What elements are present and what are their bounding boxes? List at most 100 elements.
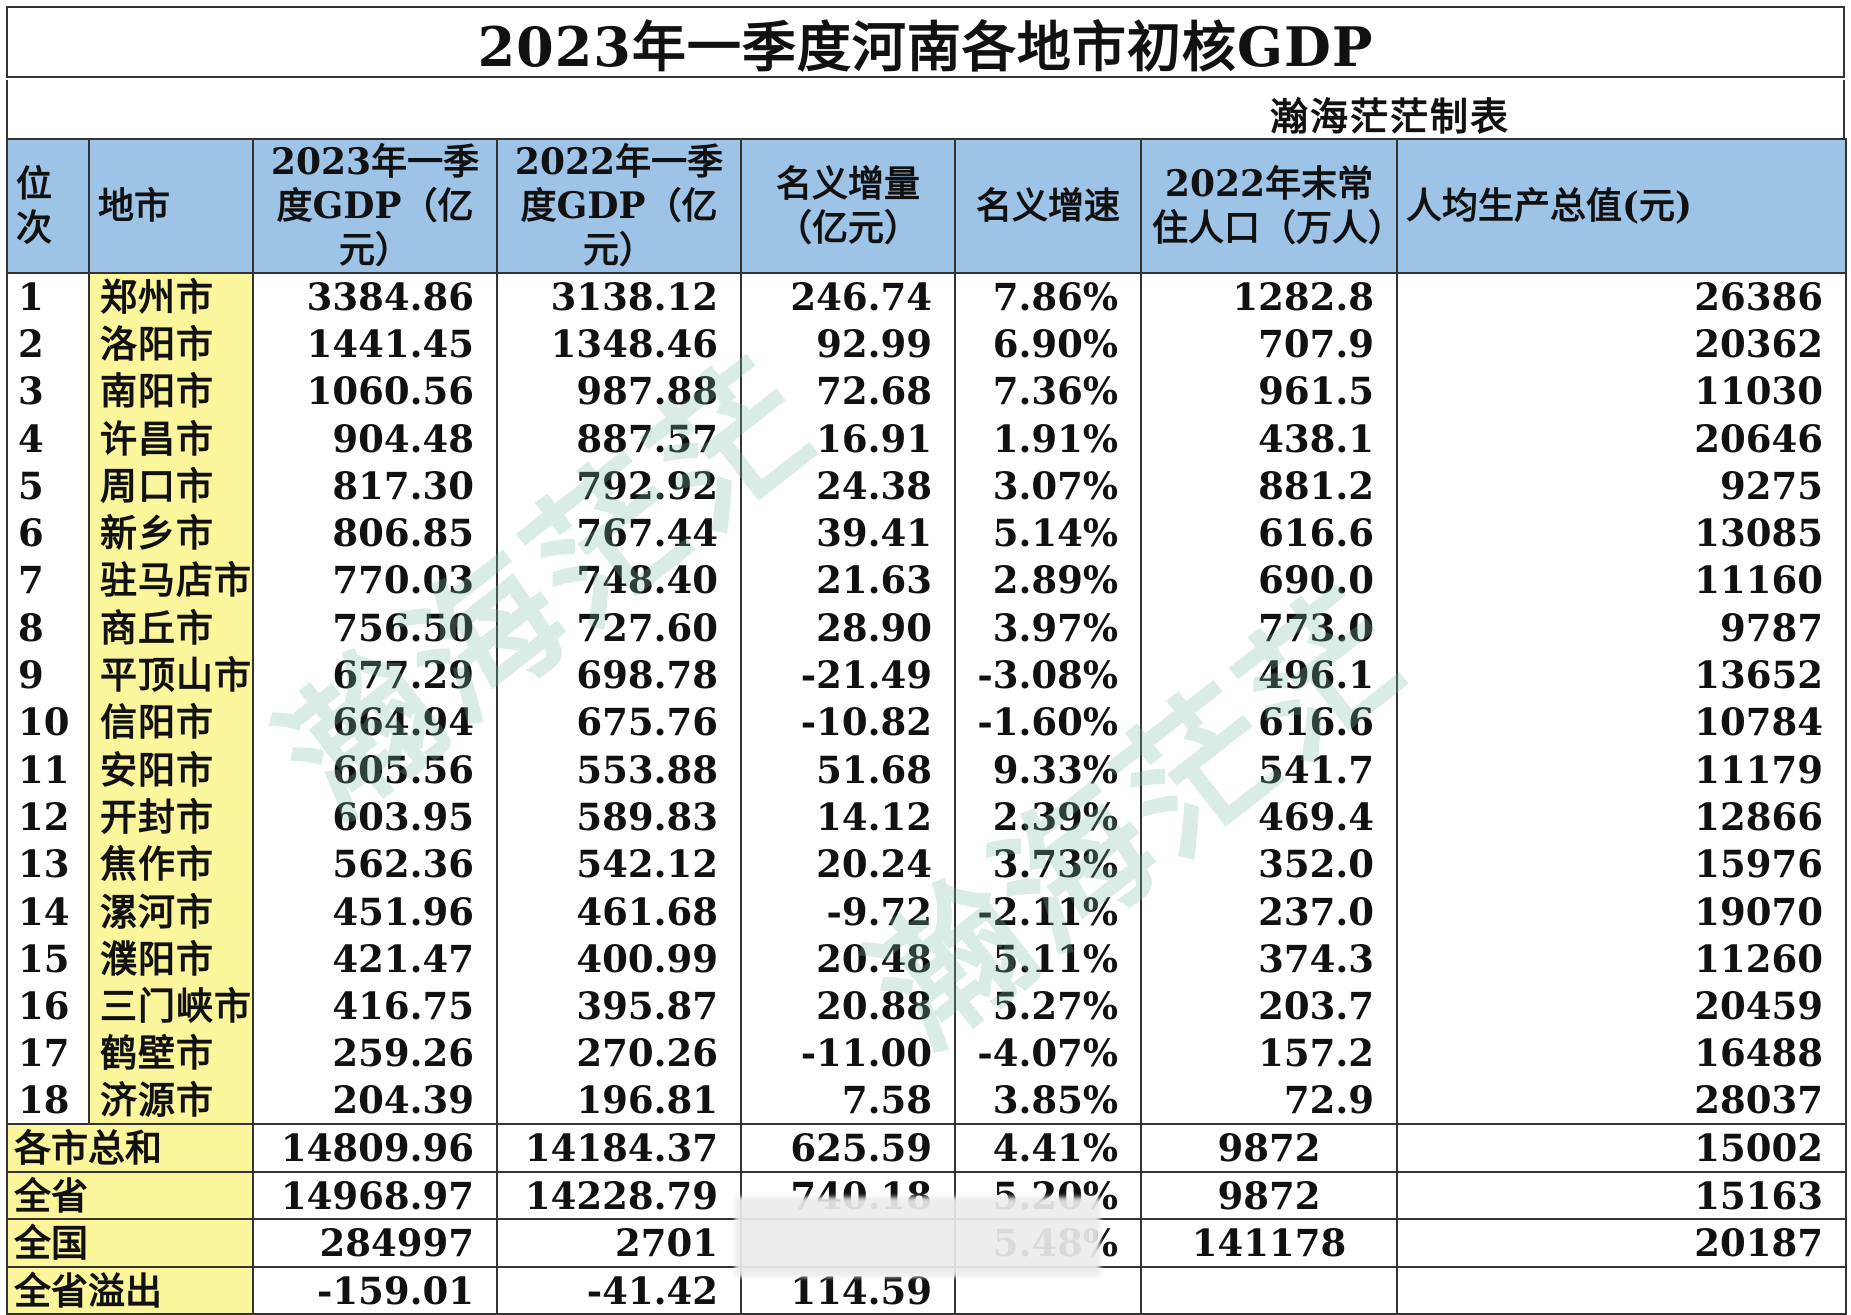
header-growth: 名义增速	[954, 138, 1142, 274]
cell-gdp2022: 748.40	[496, 556, 742, 605]
cell-city: 漯河市	[88, 887, 254, 936]
cell-per-capita: 26386	[1396, 273, 1847, 321]
table-row: 5 周口市 817.30 792.92 24.38 3.07% 881.2 9275	[6, 462, 1847, 510]
cell-city: 三门峡市	[88, 982, 254, 1030]
cell-per-capita: 11160	[1396, 556, 1847, 605]
header-per-capita: 人均生产总值(元)	[1396, 138, 1847, 274]
cell-population: 374.3	[1140, 935, 1398, 983]
cell-increase: 39.41	[740, 509, 956, 557]
cell-city: 济源市	[88, 1077, 254, 1126]
cell-increase: 16.91	[740, 414, 956, 463]
cell-city: 平顶山市	[88, 651, 254, 699]
cell-rank: 8	[6, 604, 90, 652]
cell-city: 许昌市	[88, 414, 254, 463]
cell-per-capita: 19070	[1396, 887, 1847, 936]
cell-population: 690.0	[1140, 556, 1398, 605]
cell-gdp2023: 1060.56	[252, 367, 498, 415]
summary-cell-population: 141178	[1140, 1218, 1398, 1268]
cell-gdp2023: 817.30	[252, 462, 498, 510]
cell-gdp2022: 461.68	[496, 887, 742, 936]
cell-population: 469.4	[1140, 793, 1398, 841]
table-row: 18 济源市 204.39 196.81 7.58 3.85% 72.9 28037	[6, 1077, 1847, 1126]
credit-row: 瀚海茫茫制表	[6, 80, 1845, 139]
cell-growth: 3.73%	[954, 840, 1142, 888]
cell-gdp2022: 698.78	[496, 651, 742, 699]
cell-gdp2022: 727.60	[496, 604, 742, 652]
cell-gdp2023: 421.47	[252, 935, 498, 983]
cell-increase: 28.90	[740, 604, 956, 652]
cell-gdp2022: 400.99	[496, 935, 742, 983]
cell-gdp2023: 677.29	[252, 651, 498, 699]
cell-population: 961.5	[1140, 367, 1398, 415]
spreadsheet-sheet: 2023年一季度河南各地市初核GDP 瀚海茫茫制表 位次 地市 2023年一季度…	[6, 6, 1847, 1315]
cell-increase: -10.82	[740, 698, 956, 746]
cell-increase: 72.68	[740, 367, 956, 415]
cell-growth: 2.89%	[954, 556, 1142, 605]
cell-city: 鹤壁市	[88, 1029, 254, 1078]
cell-increase: 24.38	[740, 462, 956, 510]
cell-per-capita: 13652	[1396, 651, 1847, 699]
cell-growth: 5.11%	[954, 935, 1142, 983]
cell-population: 881.2	[1140, 462, 1398, 510]
summary-cell-gdp2022: 2701	[496, 1218, 742, 1268]
cell-increase: -9.72	[740, 887, 956, 936]
cell-rank: 3	[6, 367, 90, 415]
cell-growth: 2.39%	[954, 793, 1142, 841]
cell-gdp2023: 3384.86	[252, 273, 498, 321]
cell-population: 203.7	[1140, 982, 1398, 1030]
summary-cell-gdp2022: 14184.37	[496, 1123, 742, 1173]
summary-cell-per-capita: 20187	[1396, 1218, 1847, 1268]
summary-row: 各市总和 14809.96 14184.37 625.59 4.41% 9872 15002	[6, 1123, 1847, 1173]
cell-per-capita: 13085	[1396, 509, 1847, 557]
cell-city: 郑州市	[88, 273, 254, 321]
cell-gdp2022: 3138.12	[496, 273, 742, 321]
cell-rank: 5	[6, 462, 90, 510]
summary-cell-per-capita	[1396, 1265, 1847, 1315]
blurred-region	[735, 1197, 1100, 1277]
cell-gdp2022: 196.81	[496, 1077, 742, 1126]
cell-population: 496.1	[1140, 651, 1398, 699]
cell-population: 707.9	[1140, 320, 1398, 368]
table-row: 9 平顶山市 677.29 698.78 -21.49 -3.08% 496.1 13652	[6, 651, 1847, 699]
cell-per-capita: 11260	[1396, 935, 1847, 983]
cell-growth: -1.60%	[954, 698, 1142, 746]
summary-cell-gdp2023: 14809.96	[252, 1123, 498, 1173]
cell-population: 72.9	[1140, 1077, 1398, 1126]
cell-gdp2022: 887.57	[496, 414, 742, 463]
cell-gdp2022: 675.76	[496, 698, 742, 746]
table-row: 2 洛阳市 1441.45 1348.46 92.99 6.90% 707.9 20362	[6, 320, 1847, 368]
summary-cell-population: 9872	[1140, 1170, 1398, 1221]
cell-growth: -4.07%	[954, 1029, 1142, 1078]
cell-rank: 12	[6, 793, 90, 841]
cell-gdp2022: 589.83	[496, 793, 742, 841]
header-gdp2023: 2023年一季度GDP（亿元）	[252, 138, 498, 274]
cell-rank: 9	[6, 651, 90, 699]
cell-population: 438.1	[1140, 414, 1398, 463]
cell-growth: 6.90%	[954, 320, 1142, 368]
table-row: 10 信阳市 664.94 675.76 -10.82 -1.60% 616.6 10784	[6, 698, 1847, 746]
cell-city: 焦作市	[88, 840, 254, 888]
cell-per-capita: 11179	[1396, 745, 1847, 794]
table-title: 2023年一季度河南各地市初核GDP	[6, 6, 1845, 79]
cell-gdp2023: 904.48	[252, 414, 498, 463]
table-row: 12 开封市 603.95 589.83 14.12 2.39% 469.4 12866	[6, 793, 1847, 841]
summary-cell-gdp2023: -159.01	[252, 1265, 498, 1315]
cell-population: 773.0	[1140, 604, 1398, 652]
table-body: 1 郑州市 3384.86 3138.12 246.74 7.86% 1282.8 26386…	[6, 273, 1847, 1126]
cell-rank: 4	[6, 414, 90, 463]
cell-increase: 20.48	[740, 935, 956, 983]
cell-population: 157.2	[1140, 1029, 1398, 1078]
cell-rank: 14	[6, 887, 90, 936]
summary-cell-population	[1140, 1265, 1398, 1315]
cell-population: 541.7	[1140, 745, 1398, 794]
table-row: 13 焦作市 562.36 542.12 20.24 3.73% 352.0 15976	[6, 840, 1847, 888]
cell-city: 开封市	[88, 793, 254, 841]
cell-rank: 7	[6, 556, 90, 605]
cell-rank: 6	[6, 509, 90, 557]
cell-growth: 9.33%	[954, 745, 1142, 794]
header-row: 位次 地市 2023年一季度GDP（亿元） 2022年一季度GDP（亿元） 名义…	[6, 138, 1847, 274]
cell-gdp2022: 395.87	[496, 982, 742, 1030]
summary-cell-gdp2022: 14228.79	[496, 1170, 742, 1221]
cell-population: 1282.8	[1140, 273, 1398, 321]
summary-cell-per-capita: 15002	[1396, 1123, 1847, 1173]
